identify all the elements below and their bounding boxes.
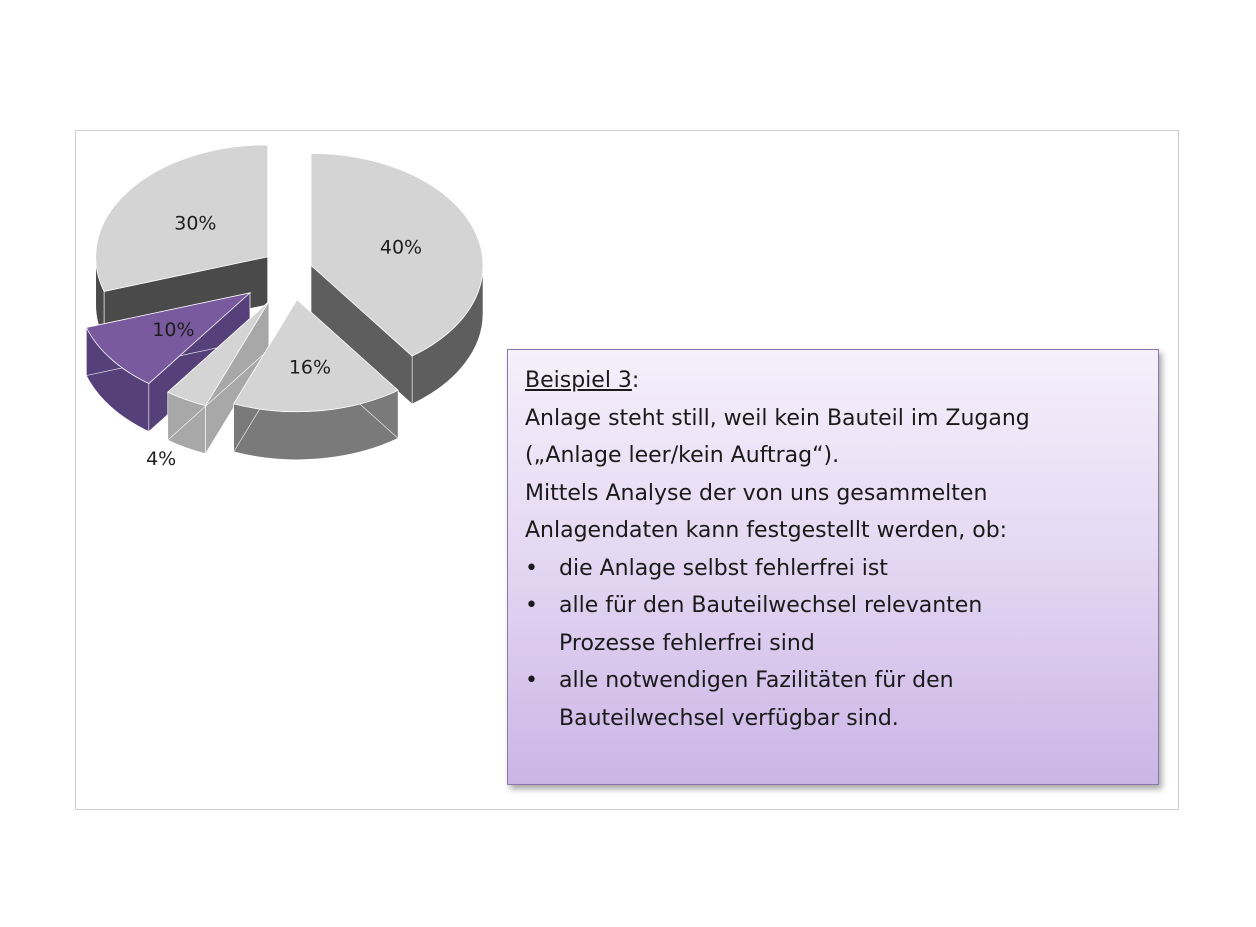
pie-slice-label: 10% [152, 319, 194, 341]
pie-slice-top [167, 301, 270, 407]
bullet-icon: • [525, 668, 538, 693]
callout-heading: Beispiel 3: [525, 362, 1142, 400]
callout-bullet-list: • die Anlage selbst fehlerfrei ist • alle … [525, 550, 1142, 738]
pie-slice-top [310, 152, 484, 357]
pie-slice-label: 4% [146, 448, 176, 470]
list-item-text: alle für den Bauteilwechsel relevanten [559, 593, 983, 618]
pie-slice-top [233, 299, 399, 413]
callout-line: Anlagendaten kann festgestellt werden, o… [525, 518, 1008, 543]
callout-line: Anlage steht still, weil kein Bauteil im… [525, 405, 1030, 431]
callout-line: Mittels Analyse der von uns gesammelten [525, 480, 988, 506]
pie-slice [233, 298, 399, 461]
pie-slice-label: 40% [380, 236, 422, 258]
pie-slice-top [85, 292, 252, 384]
list-item-text: Bauteilwechsel verfügbar sind. [559, 705, 899, 731]
list-item-text: Prozesse fehlerfrei sind [559, 630, 815, 656]
pie-slice-label: 30% [174, 213, 216, 235]
pie-slice-top [95, 144, 269, 292]
callout-heading-title: Beispiel 3 [525, 368, 632, 393]
pie-slice [167, 300, 270, 455]
callout-line: („Anlage leer/kein Auftrag“). [525, 443, 840, 468]
pie-slice-label: 16% [289, 356, 331, 378]
list-item: • alle für den Bauteilwechsel relevanten P… [525, 587, 1142, 662]
list-item-text: die Anlage selbst fehlerfrei ist [559, 555, 888, 581]
callout-heading-colon: : [631, 368, 640, 393]
pie-slice [310, 152, 484, 405]
bullet-icon: • [525, 555, 538, 581]
bullet-icon: • [525, 593, 538, 618]
callout-box: Beispiel 3: Anlage steht still, weil kei… [507, 349, 1159, 785]
list-item: • die Anlage selbst fehlerfrei ist [525, 550, 1142, 588]
list-item: • alle notwendigen Fazilitäten für den Bau… [525, 662, 1142, 737]
list-item-text: alle notwendigen Fazilitäten für den [559, 668, 954, 693]
